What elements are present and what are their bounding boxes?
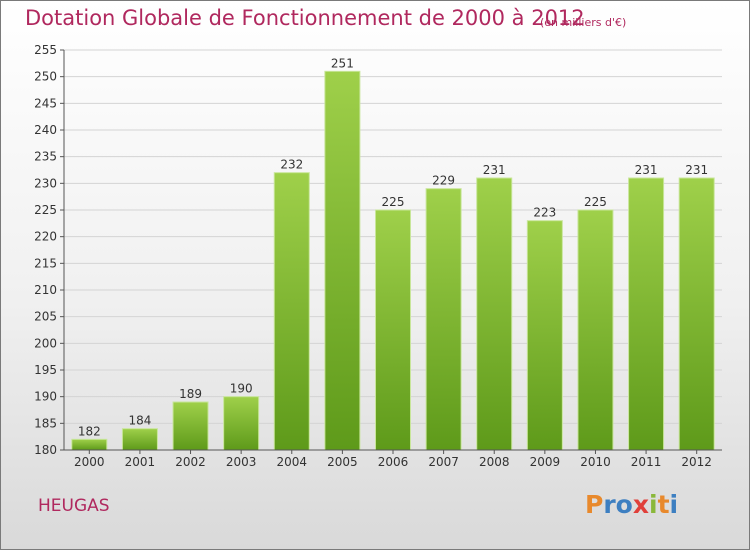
logo-letter: t bbox=[657, 490, 670, 519]
y-tick-label: 195 bbox=[34, 363, 57, 377]
x-tick-label: 2008 bbox=[479, 455, 510, 469]
logo-letter: i bbox=[669, 490, 679, 519]
value-label: 225 bbox=[382, 195, 405, 209]
x-tick-label: 2005 bbox=[327, 455, 358, 469]
bar-2005 bbox=[324, 70, 361, 451]
proxiti-logo: Proxiti bbox=[585, 490, 678, 519]
x-tick-label: 2010 bbox=[580, 455, 611, 469]
bars: 182 184 189 190 232 251 225 229 231 223 225 231 231 bbox=[71, 56, 715, 451]
y-tick-label: 190 bbox=[34, 390, 57, 404]
y-tick-label: 225 bbox=[34, 203, 57, 217]
x-tick-label: 2007 bbox=[428, 455, 459, 469]
bar-2002 bbox=[172, 401, 209, 451]
x-tick-label: 2004 bbox=[276, 455, 307, 469]
bar-2006 bbox=[375, 209, 411, 451]
y-tick-label: 185 bbox=[34, 416, 57, 430]
y-tick-label: 200 bbox=[34, 336, 57, 350]
logo-letter: x bbox=[632, 490, 649, 519]
y-tick-label: 220 bbox=[34, 230, 57, 244]
y-tick-label: 245 bbox=[34, 96, 57, 110]
bar-2007 bbox=[425, 188, 462, 451]
chart-title: Dotation Globale de Fonctionnement de 20… bbox=[25, 6, 585, 30]
x-tick-label: 2009 bbox=[530, 455, 561, 469]
x-tick-label: 2002 bbox=[175, 455, 206, 469]
y-tick-label: 250 bbox=[34, 70, 57, 84]
x-tick-label: 2006 bbox=[378, 455, 409, 469]
value-label: 231 bbox=[685, 163, 708, 177]
y-tick-label: 255 bbox=[34, 43, 57, 57]
value-label: 182 bbox=[78, 424, 101, 438]
chart-subtitle: (en milliers d'€) bbox=[540, 16, 627, 29]
bar-2004 bbox=[273, 172, 310, 451]
x-tick-label: 2003 bbox=[226, 455, 257, 469]
value-label: 232 bbox=[280, 158, 303, 172]
y-tick-label: 205 bbox=[34, 310, 57, 324]
value-label: 190 bbox=[230, 382, 253, 396]
y-tick-label: 210 bbox=[34, 283, 57, 297]
logo-letter: P bbox=[585, 490, 604, 519]
bar-2009 bbox=[526, 220, 563, 451]
y-tick-label: 180 bbox=[34, 443, 57, 457]
value-label: 223 bbox=[533, 206, 556, 220]
x-tick-label: 2001 bbox=[125, 455, 156, 469]
place-name: HEUGAS bbox=[38, 496, 110, 516]
bar-2012 bbox=[678, 177, 715, 451]
x-axis-ticks: 2000 2001 2002 2003 2004 2005 2006 2007 2008 2009… bbox=[74, 450, 712, 469]
bar-2003 bbox=[223, 396, 260, 451]
logo-letter: o bbox=[615, 490, 633, 519]
bar-2001 bbox=[121, 428, 158, 451]
bar-2000 bbox=[71, 438, 108, 451]
axes bbox=[63, 50, 722, 451]
bar-2010 bbox=[577, 209, 614, 451]
y-tick-label: 235 bbox=[34, 150, 57, 164]
value-label: 251 bbox=[331, 56, 354, 70]
x-tick-label: 2000 bbox=[74, 455, 105, 469]
x-tick-label: 2012 bbox=[681, 455, 712, 469]
value-label: 231 bbox=[635, 163, 658, 177]
y-tick-label: 215 bbox=[34, 256, 57, 270]
y-axis-ticks: 180 185 190 195 200 205 210 215 220 225 230 235 240 2… bbox=[34, 43, 64, 457]
value-label: 225 bbox=[584, 195, 607, 209]
logo-letter: r bbox=[603, 490, 616, 519]
value-label: 189 bbox=[179, 387, 202, 401]
bar-2008 bbox=[476, 177, 513, 451]
logo-letter: i bbox=[649, 490, 658, 519]
x-tick-label: 2011 bbox=[631, 455, 662, 469]
y-tick-label: 230 bbox=[34, 176, 57, 190]
value-label: 231 bbox=[483, 163, 506, 177]
bar-2011 bbox=[628, 177, 665, 451]
value-label: 184 bbox=[128, 414, 151, 428]
y-tick-label: 240 bbox=[34, 123, 57, 137]
value-label: 229 bbox=[432, 174, 455, 188]
